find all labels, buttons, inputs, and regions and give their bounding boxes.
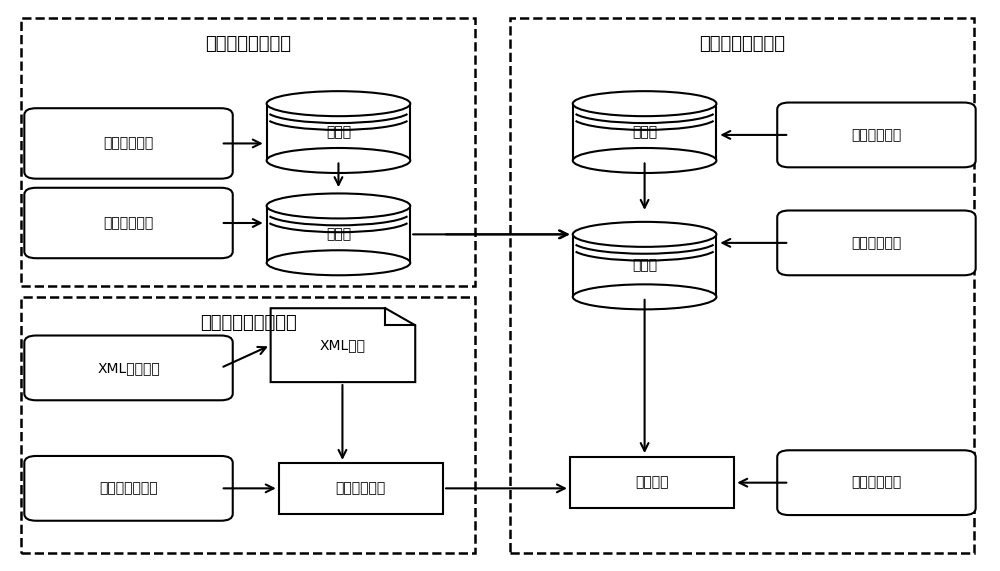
Text: XML文件: XML文件: [320, 338, 366, 352]
Polygon shape: [573, 104, 716, 160]
Ellipse shape: [267, 148, 410, 173]
Ellipse shape: [573, 284, 716, 309]
Text: 动态可视化驱动模块: 动态可视化驱动模块: [200, 314, 297, 332]
Polygon shape: [573, 234, 716, 297]
Text: 树状层级分解模块: 树状层级分解模块: [205, 35, 291, 54]
FancyBboxPatch shape: [24, 188, 233, 258]
Polygon shape: [267, 104, 410, 160]
FancyBboxPatch shape: [24, 456, 233, 521]
Text: 指标分解单元: 指标分解单元: [103, 216, 154, 230]
Text: 任务分配单元: 任务分配单元: [851, 236, 902, 250]
Text: 角色库: 角色库: [632, 125, 657, 139]
Text: 人员组织管理模块: 人员组织管理模块: [699, 35, 785, 54]
Ellipse shape: [267, 194, 410, 219]
Polygon shape: [267, 206, 410, 263]
Bar: [21, 18, 475, 286]
Text: 可视化指标树: 可视化指标树: [336, 481, 386, 496]
Ellipse shape: [573, 222, 716, 247]
Bar: [570, 457, 734, 508]
Text: 分配权限: 分配权限: [635, 476, 669, 490]
Polygon shape: [271, 308, 415, 382]
Text: 船型库: 船型库: [326, 125, 351, 139]
Ellipse shape: [573, 91, 716, 116]
Ellipse shape: [573, 148, 716, 173]
Ellipse shape: [267, 91, 410, 116]
Bar: [21, 297, 475, 553]
Bar: [510, 18, 974, 553]
FancyBboxPatch shape: [777, 103, 976, 167]
Bar: [279, 463, 443, 514]
Text: 可视化驱动单元: 可视化驱动单元: [99, 481, 158, 496]
Text: 指标库: 指标库: [326, 227, 351, 242]
Text: 权限管理单元: 权限管理单元: [851, 476, 902, 490]
FancyBboxPatch shape: [24, 336, 233, 400]
FancyBboxPatch shape: [777, 211, 976, 275]
Text: 任务库: 任务库: [632, 259, 657, 272]
Text: XML构建单元: XML构建单元: [97, 361, 160, 375]
Text: 角色分类单元: 角色分类单元: [851, 128, 902, 142]
Ellipse shape: [267, 250, 410, 275]
Text: 船舶分类单元: 船舶分类单元: [103, 136, 154, 150]
FancyBboxPatch shape: [24, 108, 233, 179]
FancyBboxPatch shape: [777, 451, 976, 515]
